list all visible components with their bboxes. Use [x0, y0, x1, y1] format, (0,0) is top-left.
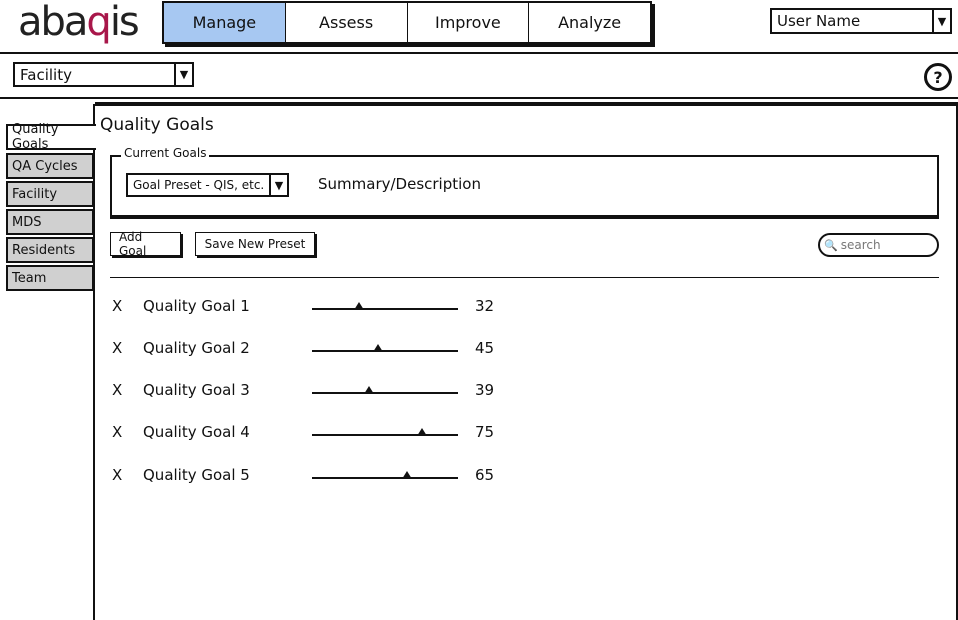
goal-row: X Quality Goal 1 32 — [110, 297, 510, 321]
sidebar-tab-facility[interactable]: Facility — [6, 181, 94, 207]
goal-value: 75 — [475, 423, 495, 441]
goal-slider[interactable] — [312, 471, 458, 479]
add-goal-button[interactable]: Add Goal — [110, 230, 181, 258]
goal-slider[interactable] — [312, 428, 458, 436]
goals-divider — [110, 277, 939, 278]
page-title: Quality Goals — [100, 115, 214, 135]
subheader-divider — [0, 97, 958, 99]
goal-row: X Quality Goal 2 45 — [110, 339, 510, 363]
remove-goal-button[interactable]: X — [112, 423, 123, 441]
goal-preset-value: Goal Preset - QIS, etc. — [133, 178, 265, 192]
slider-thumb[interactable] — [353, 302, 364, 310]
summary-description: Summary/Description — [318, 175, 481, 193]
sidebar-tab-mds[interactable]: MDS — [6, 209, 94, 235]
sidebar-tab-residents[interactable]: Residents — [6, 237, 94, 263]
goal-slider[interactable] — [312, 302, 458, 310]
goal-value: 32 — [475, 297, 495, 315]
help-icon[interactable]: ? — [924, 63, 952, 91]
goal-value: 65 — [475, 466, 495, 484]
goal-label: Quality Goal 3 — [143, 381, 250, 399]
goal-slider[interactable] — [312, 386, 458, 394]
nav-tab-assess[interactable]: Assess — [286, 3, 408, 42]
slider-thumb[interactable] — [363, 386, 374, 394]
nav-tab-analyze[interactable]: Analyze — [558, 13, 622, 32]
nav-tab-improve[interactable]: Improve — [408, 3, 530, 42]
goal-label: Quality Goal 2 — [143, 339, 250, 357]
search-placeholder: search — [840, 238, 881, 252]
chevron-down-icon[interactable]: ▼ — [174, 64, 192, 85]
search-icon: 🔍 — [824, 238, 838, 252]
current-goals-legend: Current Goals — [121, 146, 210, 160]
goal-row: X Quality Goal 5 65 — [110, 466, 510, 490]
slider-thumb[interactable] — [416, 428, 427, 436]
nav-tab-manage[interactable]: Manage — [164, 3, 286, 42]
goal-label: Quality Goal 1 — [143, 297, 250, 315]
current-goals-group — [110, 155, 939, 217]
top-nav: Manage Assess Improve Analyze — [162, 1, 652, 44]
user-menu-dropdown[interactable]: User Name ▼ — [770, 8, 952, 34]
user-menu-value: User Name — [777, 12, 861, 30]
goal-label: Quality Goal 5 — [143, 466, 250, 484]
sidebar-tab-team[interactable]: Team — [6, 265, 94, 291]
app-logo: abaqis — [18, 0, 140, 45]
goal-value: 39 — [475, 381, 495, 399]
remove-goal-button[interactable]: X — [112, 297, 123, 315]
facility-dropdown[interactable]: Facility ▼ — [13, 62, 194, 87]
remove-goal-button[interactable]: X — [112, 381, 123, 399]
remove-goal-button[interactable]: X — [112, 339, 123, 357]
remove-goal-button[interactable]: X — [112, 466, 123, 484]
goal-row: X Quality Goal 3 39 — [110, 381, 510, 405]
slider-thumb[interactable] — [401, 471, 412, 479]
chevron-down-icon[interactable]: ▼ — [269, 175, 287, 195]
facility-dropdown-value: Facility — [20, 65, 72, 84]
goal-preset-dropdown[interactable]: Goal Preset - QIS, etc. ▼ — [126, 173, 289, 197]
sidebar-tab-qa-cycles[interactable]: QA Cycles — [6, 153, 94, 179]
goal-slider[interactable] — [312, 344, 458, 352]
header-divider — [0, 52, 958, 54]
goal-label: Quality Goal 4 — [143, 423, 250, 441]
goal-row: X Quality Goal 4 75 — [110, 423, 510, 447]
slider-thumb[interactable] — [372, 344, 383, 352]
chevron-down-icon[interactable]: ▼ — [932, 10, 950, 32]
save-new-preset-button[interactable]: Save New Preset — [195, 232, 315, 256]
search-input[interactable]: 🔍 search — [818, 233, 939, 257]
goal-value: 45 — [475, 339, 495, 357]
sidebar-tab-quality-goals[interactable]: Quality Goals — [6, 122, 96, 152]
